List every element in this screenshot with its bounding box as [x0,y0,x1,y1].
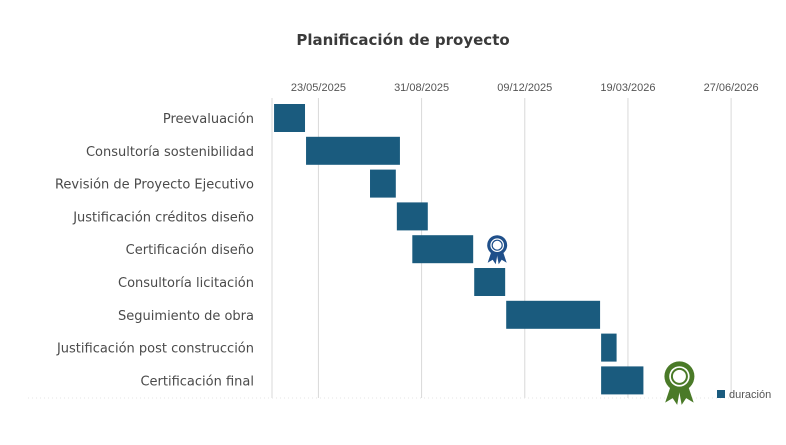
x-tick-label: 23/05/2025 [291,82,346,94]
bar [412,235,474,264]
category-label: Preevaluación [163,112,254,127]
bar [396,202,428,231]
x-tick-label: 19/03/2026 [600,82,655,94]
bar [370,169,396,198]
chart-title: Planificación de proyecto [296,31,509,49]
bars [274,104,644,395]
category-label: Certificación diseño [126,243,254,258]
x-tick-label: 09/12/2025 [497,82,552,94]
bar [601,333,617,362]
category-label: Certificación final [140,374,254,389]
category-label: Seguimiento de obra [118,309,254,324]
award-ribbon-icon [664,361,695,405]
bar [274,104,306,132]
bar [601,366,644,395]
category-label: Consultoría sostenibilidad [86,145,254,160]
legend-label: duración [729,389,771,401]
annotations [487,235,695,405]
bar [506,300,601,329]
award-ribbon-icon [487,235,508,265]
category-label: Justificación créditos diseño [72,210,254,225]
x-axis-ticks: 23/05/2025 31/08/2025 09/12/2025 19/03/2026… [291,82,759,94]
category-label: Revisión de Proyecto Ejecutivo [55,178,254,193]
bar [306,136,400,165]
category-label: Justificación post construcción [56,342,254,357]
category-label: Consultoría licitación [118,276,254,291]
legend-swatch [717,390,725,398]
legend: duración [717,389,771,401]
category-labels: Preevaluación Consultoría sostenibilidad R… [55,112,254,389]
bar [474,268,506,296]
x-tick-label: 31/08/2025 [394,82,449,94]
x-tick-label: 27/06/2026 [704,82,759,94]
